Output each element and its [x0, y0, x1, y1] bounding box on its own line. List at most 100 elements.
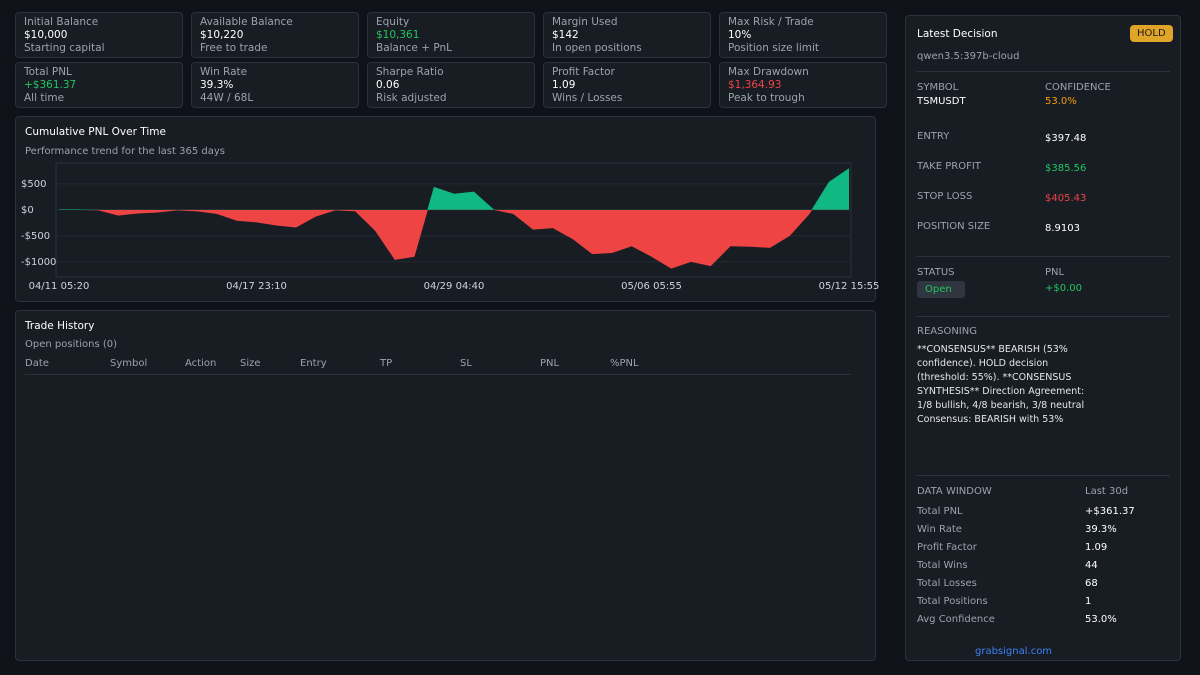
stat-sub: Peak to trough	[728, 92, 805, 104]
chart: $500 $0 -$500 -$1000 04/11 05:20 04/17 23:10 0…	[21, 162, 879, 292]
column-header: Action	[185, 358, 217, 369]
stat-value: $142	[552, 29, 579, 41]
stat-card: Margin Used $142 In open positions	[543, 12, 711, 58]
stat-value: 1.09	[552, 79, 576, 91]
chart-title: Cumulative PNL Over Time	[25, 126, 166, 138]
chart-panel: Cumulative PNL Over Time Performance tre…	[15, 116, 879, 302]
y-tick-label: -$1000	[21, 257, 56, 268]
x-tick-label: 04/29 04:40	[424, 281, 485, 292]
level-value: 8.9103	[1045, 223, 1080, 234]
level-value: $385.56	[1045, 163, 1087, 174]
window-stat-label: Profit Factor	[917, 542, 977, 553]
stat-label: Total PNL	[24, 66, 72, 78]
chart-subtitle: Performance trend for the last 365 days	[25, 146, 225, 157]
x-tick-label: 04/17 23:10	[226, 281, 287, 292]
stat-card: Available Balance $10,220 Free to trade	[191, 12, 359, 58]
window-stat-value: 44	[1085, 560, 1098, 571]
level-label: STOP LOSS	[917, 191, 973, 202]
decision-title: Latest Decision	[917, 28, 998, 40]
column-header: Symbol	[110, 358, 148, 369]
stat-sub: Position size limit	[728, 42, 820, 54]
column-header: SL	[460, 358, 472, 369]
stat-value: $10,000	[24, 29, 68, 41]
x-tick-label: 05/12 15:55	[819, 281, 880, 292]
stat-label: Win Rate	[200, 66, 248, 78]
stat-value: 0.06	[376, 79, 400, 91]
stat-label: Max Risk / Trade	[728, 16, 814, 28]
stat-value: $10,361	[376, 29, 420, 41]
stat-card: Initial Balance $10,000 Starting capital	[15, 12, 183, 58]
line	[59, 168, 850, 210]
stat-value: +$361.37	[24, 79, 77, 91]
footer-link[interactable]: grabsignal.com	[975, 646, 1053, 657]
trade-history-panel: Trade History Open positions (0) Date Sym…	[15, 310, 876, 661]
stat-label: Available Balance	[200, 16, 293, 28]
stat-sub: 44W / 68L	[200, 92, 254, 104]
area-positive	[59, 168, 849, 210]
pnl-label: PNL	[1045, 267, 1065, 278]
column-header: Entry	[300, 358, 327, 369]
stat-card: Sharpe Ratio 0.06 Risk adjusted	[367, 62, 535, 108]
stat-label: Sharpe Ratio	[376, 66, 444, 78]
stat-sub: Starting capital	[24, 42, 105, 54]
column-header: PNL	[540, 358, 560, 369]
level-label: TAKE PROFIT	[917, 161, 981, 172]
window-label: DATA WINDOW	[917, 486, 992, 497]
level-value: $397.48	[1045, 133, 1087, 144]
stat-card: Max Risk / Trade 10% Position size limit	[719, 12, 887, 58]
decision-panel: Latest Decision HOLD qwen3.5:397b-cloud …	[905, 15, 1181, 661]
column-header: Size	[240, 358, 261, 369]
decision-badge: HOLD	[1130, 25, 1173, 42]
stat-card: Total PNL +$361.37 All time	[15, 62, 183, 108]
divider	[916, 256, 1170, 257]
window-stat-value: 53.0%	[1085, 614, 1117, 625]
window-stat-label: Total PNL	[917, 506, 963, 517]
confidence-value: 53.0%	[1045, 96, 1077, 107]
window-stat-value: 39.3%	[1085, 524, 1117, 535]
stat-value: 10%	[728, 29, 752, 41]
stat-card: Max Drawdown $1,364.93 Peak to trough	[719, 62, 887, 108]
window-value: Last 30d	[1085, 486, 1129, 497]
trade-history-title: Trade History	[25, 320, 95, 332]
y-tick-label: -$500	[21, 231, 50, 242]
divider	[916, 475, 1170, 476]
header-rule	[25, 374, 851, 375]
window-stat-value: 1	[1085, 596, 1092, 607]
stat-label: Margin Used	[552, 16, 618, 28]
stat-sub: Balance + PnL	[376, 42, 453, 54]
window-stat-label: Win Rate	[917, 524, 962, 535]
stat-label: Max Drawdown	[728, 66, 809, 78]
column-header: %PNL	[610, 358, 639, 369]
stat-value: $10,220	[200, 29, 244, 41]
stat-sub: Free to trade	[200, 42, 268, 54]
window-stat-label: Total Losses	[917, 578, 977, 589]
status-badge: Open	[917, 281, 965, 298]
window-stat-label: Total Positions	[917, 596, 988, 607]
stat-sub: In open positions	[552, 42, 642, 54]
symbol-value: TSMUSDT	[917, 96, 966, 107]
stat-sub: Risk adjusted	[376, 92, 447, 104]
pnl-value: +$0.00	[1045, 283, 1083, 294]
stat-label: Initial Balance	[24, 16, 99, 28]
level-value: $405.43	[1045, 193, 1087, 204]
column-header: Date	[25, 358, 49, 369]
stat-label: Equity	[376, 16, 410, 28]
window-stat-value: +$361.37	[1085, 506, 1135, 517]
confidence-label: CONFIDENCE	[1045, 82, 1111, 93]
plot-area	[55, 162, 852, 278]
window-stat-label: Total Wins	[917, 560, 968, 571]
column-header: TP	[380, 358, 393, 369]
y-tick-label: $0	[21, 205, 34, 216]
window-stat-value: 68	[1085, 578, 1098, 589]
level-label: ENTRY	[917, 131, 950, 142]
area-negative	[78, 209, 813, 269]
reasoning-text: **CONSENSUS** BEARISH (53% confidence). …	[917, 344, 1085, 425]
window-stat-value: 1.09	[1085, 542, 1108, 553]
stat-value: $1,364.93	[728, 79, 782, 91]
y-tick-label: $500	[21, 179, 46, 190]
window-stat-label: Avg Confidence	[917, 614, 995, 625]
stat-sub: Wins / Losses	[552, 92, 623, 104]
x-tick-label: 05/06 05:55	[621, 281, 682, 292]
stat-card: Profit Factor 1.09 Wins / Losses	[543, 62, 711, 108]
